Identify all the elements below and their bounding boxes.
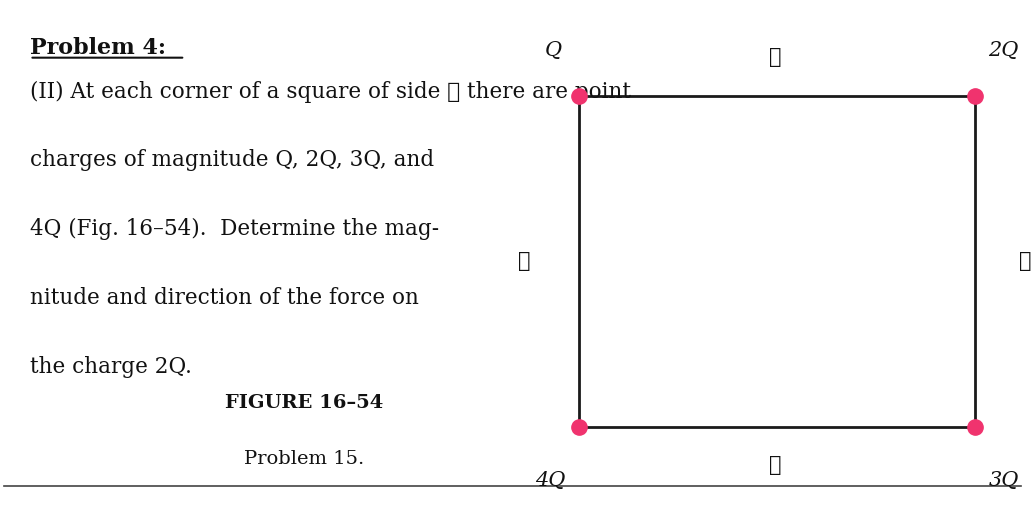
Text: the charge 2Q.: the charge 2Q. [30, 356, 192, 378]
Text: Problem 15.: Problem 15. [244, 450, 365, 468]
Text: 4Q: 4Q [535, 470, 566, 490]
Text: (II) At each corner of a square of side ℓ there are point: (II) At each corner of a square of side … [30, 81, 631, 103]
Text: charges of magnitude Q, 2Q, 3Q, and: charges of magnitude Q, 2Q, 3Q, and [30, 149, 434, 171]
Text: ℓ: ℓ [769, 456, 781, 475]
Text: Problem 4:: Problem 4: [30, 37, 166, 59]
Text: nitude and direction of the force on: nitude and direction of the force on [30, 287, 419, 309]
Text: ℓ: ℓ [1018, 252, 1032, 271]
Text: 2Q: 2Q [988, 41, 1018, 60]
Text: ℓ: ℓ [769, 48, 781, 67]
Text: 3Q: 3Q [988, 470, 1018, 490]
Text: Q: Q [545, 41, 562, 60]
Text: 4Q (Fig. 16–54).  Determine the mag-: 4Q (Fig. 16–54). Determine the mag- [30, 218, 438, 240]
Text: FIGURE 16–54: FIGURE 16–54 [225, 394, 383, 412]
Text: ℓ: ℓ [518, 252, 530, 271]
